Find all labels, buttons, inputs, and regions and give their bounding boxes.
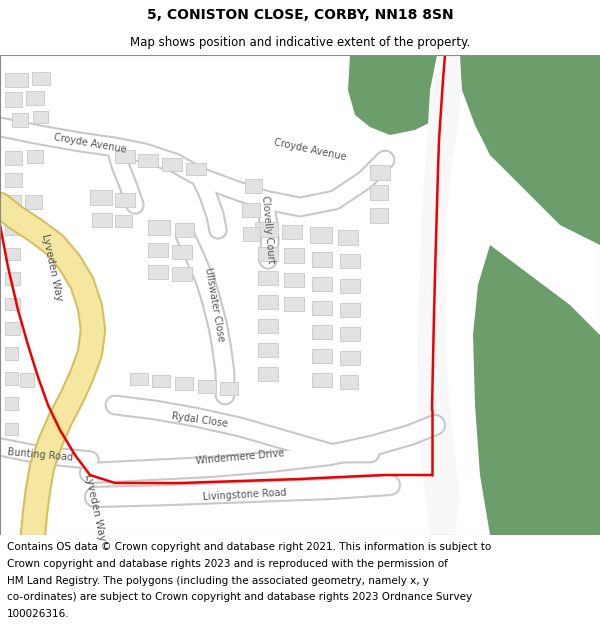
Polygon shape — [172, 245, 192, 259]
Polygon shape — [370, 185, 388, 200]
Polygon shape — [258, 271, 278, 285]
Text: Croyde Avenue: Croyde Avenue — [53, 132, 127, 154]
Polygon shape — [186, 163, 206, 175]
Text: Lyveden Way: Lyveden Way — [83, 472, 107, 541]
Text: Ullswater Close: Ullswater Close — [203, 267, 226, 343]
Polygon shape — [138, 154, 158, 167]
Polygon shape — [20, 373, 34, 387]
Polygon shape — [5, 195, 21, 209]
Polygon shape — [152, 375, 170, 387]
Polygon shape — [370, 165, 390, 180]
Polygon shape — [284, 248, 304, 263]
Polygon shape — [284, 273, 304, 287]
Text: HM Land Registry. The polygons (including the associated geometry, namely x, y: HM Land Registry. The polygons (includin… — [7, 576, 429, 586]
Polygon shape — [175, 377, 193, 390]
Polygon shape — [32, 72, 50, 85]
Polygon shape — [33, 111, 48, 123]
Polygon shape — [148, 265, 168, 279]
Polygon shape — [25, 195, 42, 209]
Text: Crown copyright and database rights 2023 and is reproduced with the permission o: Crown copyright and database rights 2023… — [7, 559, 448, 569]
Polygon shape — [245, 179, 262, 193]
Text: Map shows position and indicative extent of the property.: Map shows position and indicative extent… — [130, 36, 470, 49]
Polygon shape — [24, 224, 38, 237]
Polygon shape — [162, 158, 182, 171]
Polygon shape — [5, 423, 18, 435]
Polygon shape — [5, 272, 20, 285]
Polygon shape — [5, 372, 18, 385]
Polygon shape — [258, 343, 278, 357]
Polygon shape — [5, 223, 20, 235]
Polygon shape — [340, 279, 360, 293]
Polygon shape — [312, 373, 332, 387]
Polygon shape — [340, 254, 360, 268]
Text: co-ordinates) are subject to Crown copyright and database rights 2023 Ordnance S: co-ordinates) are subject to Crown copyr… — [7, 592, 472, 602]
Polygon shape — [255, 222, 278, 237]
Polygon shape — [258, 247, 278, 261]
Polygon shape — [5, 298, 20, 310]
Polygon shape — [340, 303, 360, 317]
Polygon shape — [27, 150, 43, 163]
Polygon shape — [115, 150, 135, 163]
Polygon shape — [115, 215, 132, 227]
Polygon shape — [242, 203, 260, 217]
Text: Lyveden Way: Lyveden Way — [40, 232, 64, 301]
Polygon shape — [417, 55, 462, 535]
Polygon shape — [284, 297, 304, 311]
Text: Rydal Close: Rydal Close — [171, 411, 229, 429]
Polygon shape — [310, 227, 332, 243]
Polygon shape — [148, 243, 168, 257]
Polygon shape — [5, 322, 20, 335]
Text: Windermere Drive: Windermere Drive — [195, 448, 285, 466]
Polygon shape — [312, 252, 332, 267]
Polygon shape — [175, 223, 194, 237]
Polygon shape — [220, 382, 238, 395]
Text: Bunting Road: Bunting Road — [7, 447, 73, 463]
Polygon shape — [5, 248, 20, 260]
Polygon shape — [5, 347, 18, 360]
Polygon shape — [258, 295, 278, 309]
Polygon shape — [370, 208, 388, 223]
Polygon shape — [258, 367, 278, 381]
Polygon shape — [198, 380, 216, 393]
Polygon shape — [340, 351, 360, 365]
Polygon shape — [5, 173, 22, 187]
Polygon shape — [455, 55, 600, 245]
Polygon shape — [5, 151, 22, 165]
Polygon shape — [312, 349, 332, 363]
Polygon shape — [12, 113, 28, 127]
Polygon shape — [348, 55, 462, 135]
Text: Croyde Avenue: Croyde Avenue — [273, 138, 347, 162]
Polygon shape — [340, 327, 360, 341]
Polygon shape — [5, 397, 18, 410]
Polygon shape — [5, 92, 22, 107]
Text: Contains OS data © Crown copyright and database right 2021. This information is : Contains OS data © Crown copyright and d… — [7, 542, 491, 552]
Polygon shape — [115, 193, 135, 207]
Polygon shape — [243, 227, 260, 241]
Polygon shape — [130, 373, 148, 385]
Polygon shape — [90, 190, 112, 205]
Polygon shape — [473, 245, 600, 535]
Text: Livingstone Road: Livingstone Road — [203, 488, 287, 502]
Polygon shape — [340, 375, 358, 389]
Polygon shape — [258, 319, 278, 333]
Polygon shape — [148, 220, 170, 235]
Polygon shape — [312, 277, 332, 291]
Polygon shape — [26, 91, 44, 105]
Polygon shape — [312, 301, 332, 315]
Text: 5, CONISTON CLOSE, CORBY, NN18 8SN: 5, CONISTON CLOSE, CORBY, NN18 8SN — [146, 8, 454, 22]
Polygon shape — [172, 267, 192, 281]
Polygon shape — [338, 230, 358, 245]
Polygon shape — [282, 225, 302, 239]
Polygon shape — [312, 325, 332, 339]
Text: Clovelly Court: Clovelly Court — [260, 196, 276, 264]
Text: 100026316.: 100026316. — [7, 609, 70, 619]
Polygon shape — [92, 213, 112, 227]
Polygon shape — [5, 73, 28, 87]
